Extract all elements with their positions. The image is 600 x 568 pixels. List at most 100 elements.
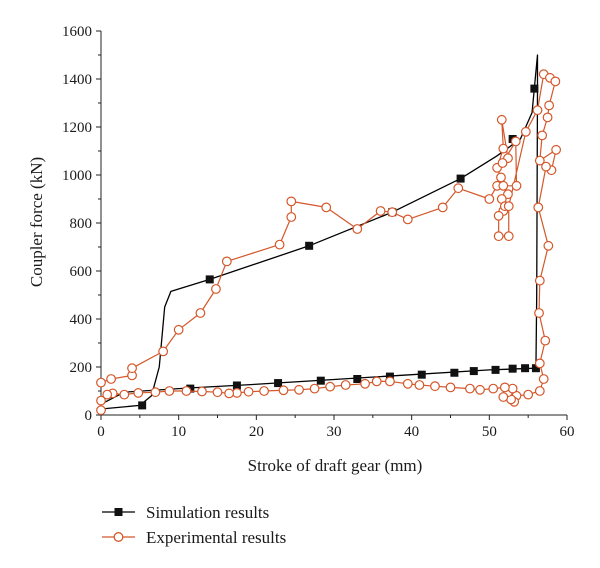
experimental-marker — [387, 207, 398, 218]
experimental-marker — [488, 383, 499, 394]
experimental-marker — [371, 376, 382, 387]
experimental-marker — [493, 231, 504, 242]
experimental-marker — [96, 395, 106, 406]
simulation-marker — [353, 375, 362, 383]
simulation-marker — [530, 84, 539, 93]
experimental-marker — [503, 231, 514, 242]
experimental-marker — [221, 256, 232, 267]
experimental-marker — [96, 377, 106, 388]
simulation-marker — [521, 364, 530, 373]
experimental-marker — [102, 389, 113, 400]
simulation-marker — [417, 370, 426, 379]
plot-area — [96, 54, 562, 416]
experimental-marker — [375, 206, 386, 216]
experimental-marker — [274, 239, 285, 250]
experimental-marker — [414, 380, 425, 390]
experimental-marker — [158, 346, 169, 357]
x-tick-label: 30 — [327, 424, 342, 440]
legend-simulation-marker — [114, 508, 123, 516]
experimental-marker — [496, 172, 506, 183]
experimental-marker — [133, 388, 144, 398]
simulation-marker — [205, 275, 214, 284]
experimental-marker — [430, 381, 440, 392]
experimental-marker — [497, 158, 508, 168]
experimental-marker — [385, 376, 395, 387]
experimental-marker — [173, 324, 184, 335]
y-tick-label: 400 — [70, 312, 93, 328]
experimental-marker — [259, 386, 270, 396]
experimental-marker — [534, 358, 545, 369]
legend-experimental-marker — [113, 532, 124, 542]
simulation-marker — [305, 241, 314, 250]
y-tick-label: 1200 — [62, 120, 92, 136]
experimental-marker — [498, 392, 509, 402]
experimental-marker — [534, 155, 545, 166]
experimental-marker — [402, 378, 413, 389]
experimental-marker — [496, 114, 507, 125]
experimental-marker — [534, 275, 545, 286]
legend-item-simulation: Simulation results — [102, 503, 269, 522]
simulation-marker — [274, 379, 283, 388]
x-tick-label: 20 — [249, 424, 264, 440]
experimental-marker — [544, 100, 555, 111]
experimental-marker — [537, 130, 548, 141]
experimental-marker — [243, 386, 254, 397]
experimental-marker — [106, 374, 116, 384]
legend-experimental-label: Experimental results — [146, 528, 286, 547]
experimental-marker — [352, 224, 363, 234]
legend: Simulation results Experimental results — [102, 503, 286, 547]
y-tick-label: 800 — [70, 216, 93, 232]
experimental-marker — [211, 284, 221, 294]
experimental-marker — [493, 210, 504, 221]
experimental-marker — [278, 385, 289, 396]
experimental-marker — [150, 387, 161, 398]
simulation-marker — [456, 174, 465, 183]
experimental-marker — [543, 240, 554, 251]
experimental-marker — [294, 384, 304, 395]
experimental-marker — [195, 308, 206, 318]
experimental-marker — [212, 387, 223, 398]
experimental-marker — [286, 196, 297, 207]
experimental-marker — [484, 194, 495, 204]
simulation-marker — [232, 381, 241, 390]
experimental-marker — [309, 383, 320, 394]
simulation-marker — [508, 364, 517, 373]
experimental-marker — [340, 380, 351, 390]
experimental-marker — [119, 389, 130, 400]
y-tick-label: 600 — [70, 264, 93, 280]
x-tick-label: 40 — [404, 424, 419, 440]
experimental-marker — [541, 161, 551, 172]
experimental-marker — [507, 383, 518, 394]
experimental-marker — [532, 105, 543, 116]
y-tick-label: 1400 — [62, 72, 92, 88]
experimental-marker — [540, 335, 551, 346]
axes — [96, 30, 568, 420]
experimental-marker — [511, 180, 522, 191]
simulation-marker — [531, 364, 540, 373]
y-axis-title: Coupler force (kN) — [27, 157, 46, 287]
experimental-marker — [360, 378, 370, 389]
experimental-marker — [533, 202, 544, 213]
experimental-marker — [197, 386, 207, 397]
experimental-marker — [499, 382, 510, 393]
x-tick-label: 50 — [482, 424, 497, 440]
experimental-marker — [534, 308, 544, 318]
legend-item-experimental: Experimental results — [102, 528, 286, 547]
tick-labels: 0 200 400 600 800 1000 1200 1400 1600 0 10 20 30 40 50… — [62, 24, 575, 440]
experimental-marker — [475, 384, 485, 395]
experimental-marker — [164, 386, 175, 396]
experimental-marker — [542, 112, 553, 123]
experimental-marker — [127, 363, 137, 374]
simulation-marker — [450, 368, 459, 377]
experimental-line — [100, 73, 557, 411]
experimental-marker — [181, 386, 192, 396]
y-tick-label: 200 — [70, 360, 93, 376]
y-tick-label: 1600 — [62, 24, 92, 40]
simulation-line — [100, 54, 539, 410]
experimental-marker — [520, 126, 531, 137]
experimental-marker — [286, 212, 297, 222]
experimental-marker — [551, 144, 562, 155]
experimental-marker — [538, 374, 549, 384]
simulation-marker — [138, 401, 147, 410]
